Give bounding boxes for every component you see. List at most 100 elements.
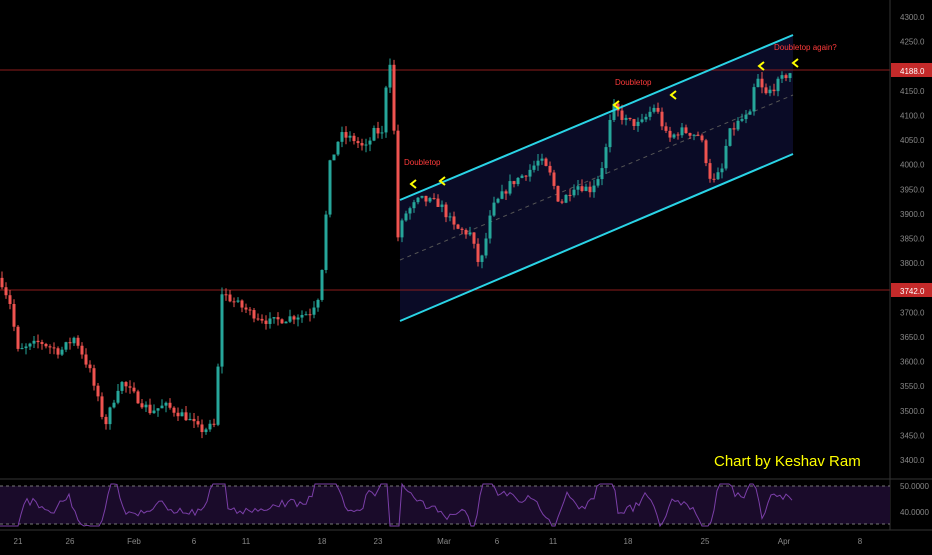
price-tick-label: 3850.0 xyxy=(900,235,925,244)
candle-body xyxy=(544,158,548,166)
candle-body xyxy=(416,197,420,203)
candle-body xyxy=(312,307,316,315)
arrow-left-icon xyxy=(409,179,417,189)
candle-body xyxy=(772,89,776,92)
time-tick-label: 21 xyxy=(14,537,23,546)
candle-body xyxy=(588,186,592,193)
candle-body xyxy=(0,277,4,288)
channel-fill xyxy=(400,35,793,321)
candle-body xyxy=(152,410,156,414)
candle-body xyxy=(56,348,60,355)
candle-body xyxy=(320,269,324,300)
candle-body xyxy=(144,404,148,408)
candle-body xyxy=(752,87,756,112)
candle-body xyxy=(228,294,232,302)
candle-body xyxy=(520,175,524,178)
candle-body xyxy=(352,135,356,142)
candle-body xyxy=(456,224,460,229)
channel-lower-line xyxy=(399,153,794,322)
candle-body xyxy=(684,127,688,134)
candle-body xyxy=(668,130,672,138)
candle-body xyxy=(424,195,428,202)
candle-body xyxy=(88,364,92,369)
current-price-tag xyxy=(891,63,932,77)
annotation-doubletop-2: Doubletop xyxy=(615,78,652,87)
candle-body xyxy=(568,194,572,196)
candle-body xyxy=(656,107,660,112)
candle-body xyxy=(156,408,160,411)
candle-body xyxy=(444,204,448,218)
candles-group xyxy=(0,58,792,439)
candle-body xyxy=(348,135,352,138)
arrow-left-icon xyxy=(438,176,446,186)
candle-body xyxy=(192,418,196,422)
candle-body xyxy=(704,140,708,164)
candle-body xyxy=(696,134,700,136)
candle-body xyxy=(628,117,632,120)
candle-body xyxy=(300,314,304,318)
candle-body xyxy=(260,318,264,321)
candle-body xyxy=(716,172,720,180)
candle-body xyxy=(336,141,340,155)
candle-body xyxy=(536,160,540,166)
candle-body xyxy=(468,232,472,235)
candle-body xyxy=(488,215,492,239)
candle-body xyxy=(224,294,228,296)
candle-body xyxy=(732,128,736,130)
candle-body xyxy=(128,386,132,388)
candle-body xyxy=(500,191,504,199)
candle-body xyxy=(116,390,120,403)
price-tick-label: 4150.0 xyxy=(900,87,925,96)
candle-body xyxy=(464,229,468,235)
candle-body xyxy=(436,198,440,207)
candle-body xyxy=(612,103,616,120)
candle-body xyxy=(724,145,728,169)
candle-body xyxy=(596,179,600,186)
candle-body xyxy=(620,110,624,120)
price-tick-label: 3500.0 xyxy=(900,407,925,416)
candle-body xyxy=(316,299,320,308)
candle-body xyxy=(664,126,668,131)
candle-body xyxy=(648,111,652,117)
candle-body xyxy=(448,216,452,218)
candle-body xyxy=(60,349,64,355)
time-tick-label: Apr xyxy=(778,537,791,546)
price-tick-label: 3550.0 xyxy=(900,382,925,391)
time-tick-label: 26 xyxy=(66,537,75,546)
candle-body xyxy=(660,111,664,127)
candle-body xyxy=(24,346,28,349)
candle-body xyxy=(412,202,416,209)
candle-body xyxy=(304,314,308,316)
candle-body xyxy=(180,412,184,417)
candle-body xyxy=(296,317,300,320)
candle-body xyxy=(8,295,12,305)
candle-body xyxy=(548,165,552,173)
channel-midline xyxy=(399,94,794,261)
candle-body xyxy=(272,317,276,319)
candle-body xyxy=(452,216,456,225)
candle-body xyxy=(72,337,76,344)
candle-body xyxy=(96,385,100,397)
candle-body xyxy=(184,412,188,421)
candle-body xyxy=(384,87,388,133)
candle-body xyxy=(328,160,332,215)
candle-body xyxy=(524,175,528,177)
rsi-tick-lower: 40.0000 xyxy=(900,508,929,517)
channel-upper-line xyxy=(399,34,794,201)
candle-body xyxy=(492,202,496,216)
candle-body xyxy=(360,143,364,146)
price-tick-label: 3600.0 xyxy=(900,358,925,367)
candle-body xyxy=(332,154,336,161)
candle-body xyxy=(760,78,764,88)
candle-body xyxy=(404,213,408,221)
candle-body xyxy=(308,314,312,316)
candle-body xyxy=(252,310,256,319)
candle-body xyxy=(68,342,72,344)
candle-body xyxy=(552,172,556,186)
candle-body xyxy=(740,119,744,121)
candle-body xyxy=(540,158,544,161)
candle-body xyxy=(764,87,768,94)
time-tick-label: 6 xyxy=(192,537,197,546)
